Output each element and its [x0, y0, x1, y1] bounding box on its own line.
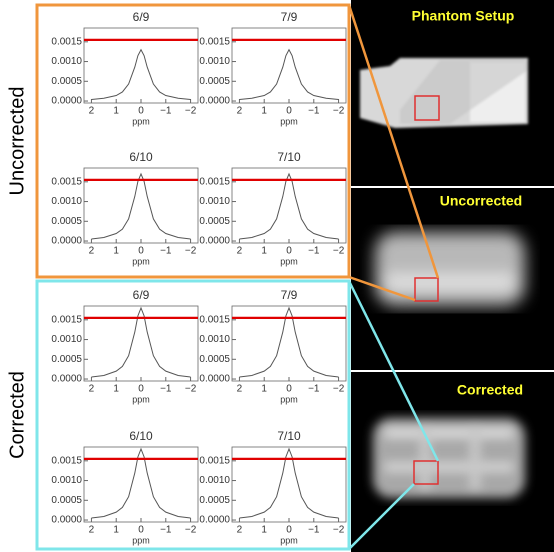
y-tick-label: 0.0010 — [51, 475, 82, 486]
x-axis-label: ppm — [132, 256, 150, 266]
y-tick-label: 0.0005 — [51, 495, 82, 506]
x-tick-label: 2 — [237, 106, 243, 117]
y-tick-label: 0.0000 — [51, 96, 82, 107]
x-tick-label: −2 — [333, 106, 345, 117]
y-tick-label: 0.0015 — [51, 36, 82, 47]
x-tick-label: 0 — [138, 106, 144, 117]
chart-title: 6/9 — [133, 10, 150, 24]
image-column: Phantom Setup Uncorrected Corrected — [351, 0, 554, 552]
y-tick-label: 0.0015 — [199, 455, 230, 466]
x-tick-label: −2 — [185, 384, 197, 395]
x-tick-label: 0 — [138, 525, 144, 536]
x-tick-label: 1 — [113, 525, 119, 536]
chart-title: 6/10 — [129, 150, 153, 164]
chart-title: 7/9 — [281, 10, 298, 24]
y-tick-label: 0.0000 — [51, 374, 82, 385]
spectrum-line — [91, 50, 190, 100]
y-tick-label: 0.0005 — [199, 495, 230, 506]
y-tick-label: 0.0010 — [51, 196, 82, 207]
y-tick-label: 0.0015 — [51, 176, 82, 187]
x-tick-label: −2 — [333, 246, 345, 257]
chart-title: 6/9 — [133, 288, 150, 302]
x-tick-label: 1 — [261, 246, 267, 257]
x-tick-label: 0 — [286, 525, 292, 536]
y-tick-label: 0.0005 — [199, 76, 230, 87]
x-axis-label: ppm — [132, 116, 150, 126]
image-label: Corrected — [457, 382, 523, 398]
x-axis-label: ppm — [280, 256, 298, 266]
y-tick-label: 0.0000 — [199, 236, 230, 247]
x-tick-label: 2 — [89, 384, 95, 395]
x-tick-label: 0 — [138, 384, 144, 395]
x-tick-label: −1 — [160, 525, 172, 536]
y-tick-label: 0.0010 — [199, 196, 230, 207]
y-tick-label: 0.0010 — [199, 334, 230, 345]
x-axis-label: ppm — [280, 394, 298, 404]
x-tick-label: 1 — [113, 106, 119, 117]
y-tick-label: 0.0015 — [199, 36, 230, 47]
x-tick-label: 0 — [138, 246, 144, 257]
chart-title: 7/9 — [281, 288, 298, 302]
x-axis-label: ppm — [132, 394, 150, 404]
x-tick-label: 2 — [89, 246, 95, 257]
chart-title: 6/10 — [129, 429, 153, 443]
x-tick-label: −2 — [333, 384, 345, 395]
x-tick-label: −2 — [333, 525, 345, 536]
x-tick-label: 0 — [286, 106, 292, 117]
x-tick-label: −1 — [308, 384, 320, 395]
y-tick-label: 0.0010 — [199, 475, 230, 486]
x-tick-label: 0 — [286, 246, 292, 257]
spectrum-line — [91, 174, 190, 239]
chart-title: 7/10 — [277, 150, 301, 164]
x-tick-label: −1 — [308, 246, 320, 257]
figure: Phantom Setup Uncorrected Corrected Unco… — [0, 0, 554, 552]
panel-label: Uncorrected — [6, 87, 28, 196]
x-axis-label: ppm — [280, 116, 298, 126]
x-axis-label: ppm — [132, 535, 150, 545]
y-tick-label: 0.0000 — [199, 374, 230, 385]
x-tick-label: 1 — [261, 525, 267, 536]
y-tick-label: 0.0005 — [51, 216, 82, 227]
x-tick-label: 0 — [286, 384, 292, 395]
y-tick-label: 0.0015 — [51, 314, 82, 325]
x-tick-label: 1 — [113, 384, 119, 395]
x-tick-label: 2 — [237, 384, 243, 395]
x-tick-label: 1 — [261, 106, 267, 117]
image-label: Uncorrected — [440, 193, 522, 209]
y-tick-label: 0.0005 — [51, 354, 82, 365]
y-tick-label: 0.0000 — [199, 515, 230, 526]
y-tick-label: 0.0005 — [199, 216, 230, 227]
y-tick-label: 0.0010 — [51, 56, 82, 67]
x-tick-label: −2 — [185, 525, 197, 536]
x-tick-label: 2 — [237, 525, 243, 536]
y-tick-label: 0.0000 — [51, 515, 82, 526]
x-tick-label: −1 — [160, 384, 172, 395]
x-axis-label: ppm — [280, 535, 298, 545]
x-tick-label: −1 — [308, 106, 320, 117]
y-tick-label: 0.0000 — [199, 96, 230, 107]
x-tick-label: 2 — [89, 106, 95, 117]
x-tick-label: −1 — [160, 246, 172, 257]
y-tick-label: 0.0015 — [199, 314, 230, 325]
x-tick-label: 2 — [237, 246, 243, 257]
y-tick-label: 0.0010 — [199, 56, 230, 67]
x-tick-label: 2 — [89, 525, 95, 536]
y-tick-label: 0.0015 — [199, 176, 230, 187]
x-tick-label: 1 — [261, 384, 267, 395]
spectrum-line — [239, 50, 338, 100]
panel-label: Corrected — [6, 371, 28, 459]
x-tick-label: −2 — [185, 246, 197, 257]
x-tick-label: 1 — [113, 246, 119, 257]
x-tick-label: −1 — [308, 525, 320, 536]
y-tick-label: 0.0010 — [51, 334, 82, 345]
x-tick-label: −1 — [160, 106, 172, 117]
x-tick-label: −2 — [185, 106, 197, 117]
y-tick-label: 0.0000 — [51, 236, 82, 247]
chart-title: 7/10 — [277, 429, 301, 443]
y-tick-label: 0.0015 — [51, 455, 82, 466]
spectrum-line — [239, 174, 338, 239]
y-tick-label: 0.0005 — [51, 76, 82, 87]
image-label: Phantom Setup — [412, 8, 515, 24]
y-tick-label: 0.0005 — [199, 354, 230, 365]
